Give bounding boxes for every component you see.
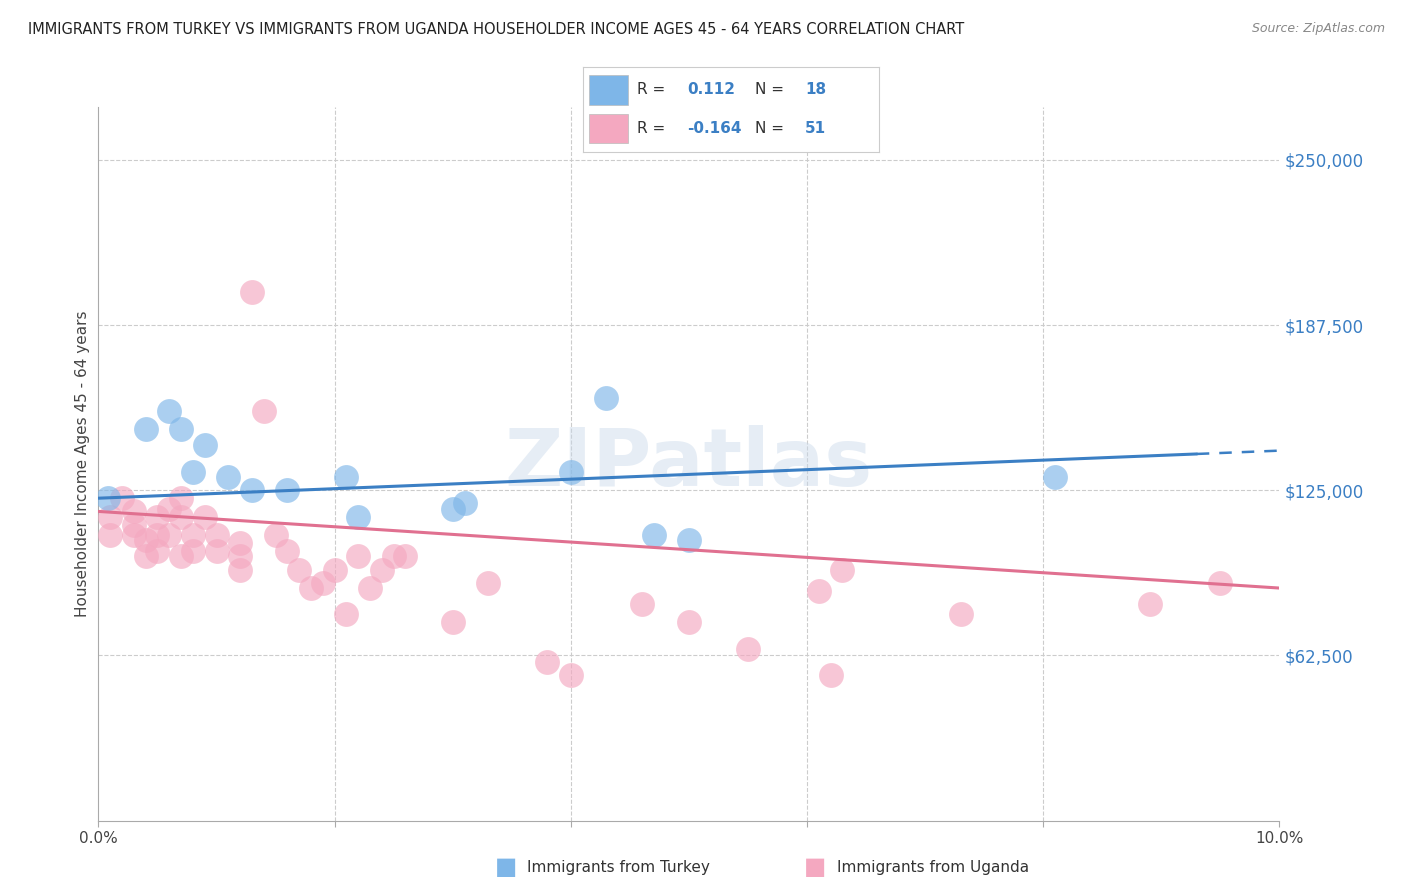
Point [98, 509, 121, 524]
Point [181, 544, 204, 558]
Point [441, 501, 464, 516]
Point [170, 549, 193, 564]
Point [205, 544, 228, 558]
Point [807, 583, 830, 598]
Point [135, 549, 157, 564]
Point [949, 607, 972, 622]
Point [1043, 470, 1066, 484]
Point [737, 641, 759, 656]
Text: R =: R = [637, 121, 665, 136]
Point [229, 549, 252, 564]
Point [382, 549, 405, 564]
Point [194, 509, 217, 524]
Point [630, 597, 652, 611]
Point [181, 465, 204, 479]
Point [453, 496, 475, 510]
Point [217, 470, 239, 484]
Text: ■: ■ [804, 855, 827, 879]
Point [299, 581, 322, 595]
Text: Immigrants from Uganda: Immigrants from Uganda [837, 860, 1029, 874]
Point [122, 517, 145, 532]
Point [276, 544, 298, 558]
Text: IMMIGRANTS FROM TURKEY VS IMMIGRANTS FROM UGANDA HOUSEHOLDER INCOME AGES 45 - 64: IMMIGRANTS FROM TURKEY VS IMMIGRANTS FRO… [28, 22, 965, 37]
Point [181, 528, 204, 542]
Point [157, 528, 180, 542]
Point [359, 581, 381, 595]
Point [170, 509, 193, 524]
Point [111, 491, 134, 506]
Point [595, 391, 617, 405]
Point [229, 536, 252, 550]
Point [157, 404, 180, 418]
Text: N =: N = [755, 82, 783, 97]
Point [146, 528, 169, 542]
Point [205, 528, 228, 542]
Point [97, 491, 120, 506]
Point [146, 509, 169, 524]
Point [335, 607, 357, 622]
Point [264, 528, 287, 542]
Text: Source: ZipAtlas.com: Source: ZipAtlas.com [1251, 22, 1385, 36]
Point [194, 438, 217, 452]
Point [240, 285, 263, 299]
Point [643, 528, 665, 542]
Point [560, 668, 582, 682]
Point [323, 563, 346, 577]
Point [1209, 575, 1232, 590]
Point [394, 549, 416, 564]
Point [170, 422, 193, 436]
Point [536, 655, 558, 669]
Text: 18: 18 [804, 82, 827, 97]
Point [347, 509, 370, 524]
FancyBboxPatch shape [589, 76, 627, 105]
Text: Immigrants from Turkey: Immigrants from Turkey [527, 860, 710, 874]
Point [820, 668, 842, 682]
Point [229, 563, 252, 577]
Point [371, 563, 394, 577]
Point [240, 483, 263, 498]
Point [312, 575, 335, 590]
Point [335, 470, 357, 484]
Point [253, 404, 276, 418]
Text: ZIPatlas: ZIPatlas [505, 425, 873, 503]
Point [678, 533, 700, 548]
Point [146, 544, 169, 558]
Point [157, 501, 180, 516]
Text: N =: N = [755, 121, 783, 136]
Point [276, 483, 298, 498]
Text: ■: ■ [495, 855, 517, 879]
Text: 0.112: 0.112 [688, 82, 735, 97]
Point [560, 465, 582, 479]
Point [135, 422, 157, 436]
Point [477, 575, 499, 590]
Text: -0.164: -0.164 [688, 121, 741, 136]
Point [1139, 597, 1161, 611]
Text: R =: R = [637, 82, 665, 97]
Point [135, 533, 157, 548]
Point [170, 491, 193, 506]
Point [678, 615, 700, 630]
Text: 51: 51 [804, 121, 827, 136]
Point [122, 528, 145, 542]
Point [831, 563, 853, 577]
Y-axis label: Householder Income Ages 45 - 64 years: Householder Income Ages 45 - 64 years [75, 310, 90, 617]
Point [288, 563, 311, 577]
Point [98, 528, 121, 542]
FancyBboxPatch shape [589, 113, 627, 143]
Point [122, 504, 145, 518]
Point [441, 615, 464, 630]
Point [347, 549, 370, 564]
